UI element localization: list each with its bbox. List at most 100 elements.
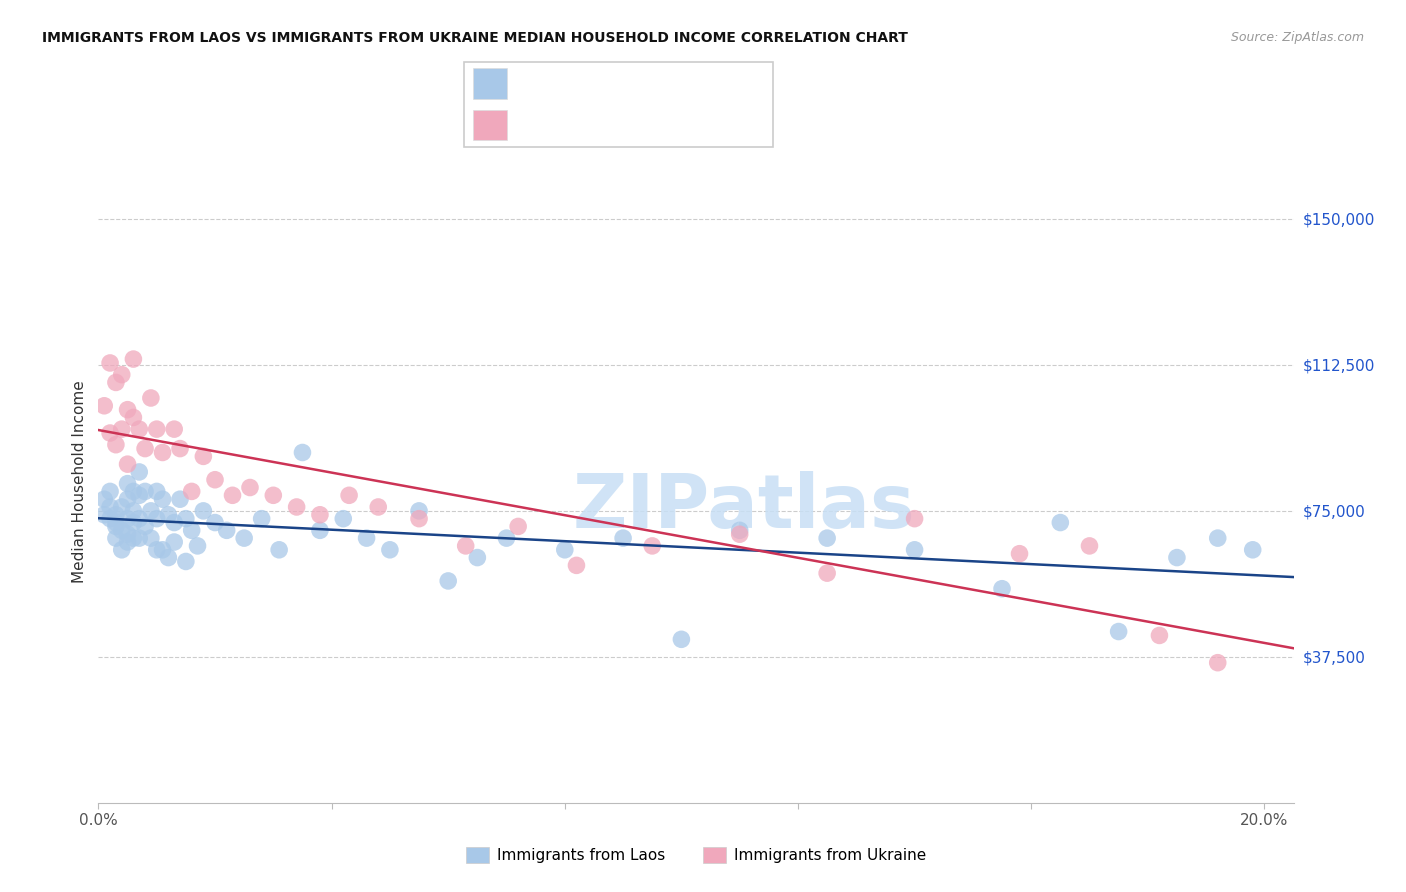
Y-axis label: Median Household Income: Median Household Income (72, 380, 87, 583)
Point (117, 535, 139, 549)
Point (134, 442, 156, 456)
Point (134, 484, 156, 499)
Point (104, 531, 127, 545)
Point (122, 531, 145, 545)
FancyBboxPatch shape (464, 62, 773, 147)
Text: R =: R = (516, 75, 553, 93)
Point (903, 511, 925, 525)
Point (215, 524, 238, 538)
Point (111, 500, 134, 514)
Point (495, 531, 517, 545)
Text: IMMIGRANTS FROM LAOS VS IMMIGRANTS FROM UKRAINE MEDIAN HOUSEHOLD INCOME CORRELAT: IMMIGRANTS FROM LAOS VS IMMIGRANTS FROM … (42, 31, 908, 45)
Point (104, 516, 127, 530)
Point (728, 527, 751, 541)
Point (163, 516, 186, 530)
Point (180, 484, 202, 499)
Point (111, 368, 134, 382)
Point (186, 539, 208, 553)
Point (239, 481, 262, 495)
Text: N =: N = (644, 116, 681, 134)
Point (139, 391, 162, 405)
Point (117, 457, 139, 471)
Point (285, 500, 308, 514)
Point (111, 542, 134, 557)
Point (145, 422, 167, 436)
Point (93, 399, 115, 413)
Point (157, 550, 180, 565)
Point (117, 402, 139, 417)
Text: 40: 40 (686, 116, 710, 134)
Point (128, 531, 150, 545)
Text: N =: N = (644, 75, 681, 93)
Point (111, 524, 134, 538)
Point (221, 488, 243, 502)
Point (233, 531, 256, 545)
Text: ZIPatlas: ZIPatlas (572, 471, 915, 544)
Point (250, 511, 273, 525)
Point (152, 542, 174, 557)
Point (145, 484, 167, 499)
Point (93, 492, 115, 507)
Point (169, 442, 191, 456)
Point (337, 488, 360, 502)
Text: -0.107: -0.107 (560, 75, 619, 93)
Point (122, 484, 145, 499)
Point (565, 558, 588, 573)
Point (378, 542, 401, 557)
Point (128, 422, 150, 436)
Point (204, 473, 226, 487)
Point (152, 445, 174, 459)
Point (104, 508, 127, 522)
Point (128, 488, 150, 502)
Point (204, 516, 226, 530)
Point (269, 542, 291, 557)
Point (169, 492, 191, 507)
Point (467, 550, 489, 565)
Point (1149, 628, 1171, 642)
Text: R =: R = (516, 116, 553, 134)
Point (1108, 624, 1130, 639)
Point (139, 531, 162, 545)
Point (728, 524, 751, 538)
Point (291, 445, 314, 459)
Point (1078, 539, 1101, 553)
Point (437, 574, 460, 588)
Point (98, 484, 121, 499)
Point (332, 511, 354, 525)
FancyBboxPatch shape (474, 110, 508, 140)
Point (903, 542, 925, 557)
Point (180, 524, 202, 538)
Legend: Immigrants from Laos, Immigrants from Ukraine: Immigrants from Laos, Immigrants from Uk… (460, 841, 932, 869)
Point (193, 450, 215, 464)
Point (104, 376, 127, 390)
Point (174, 511, 197, 525)
Point (356, 531, 378, 545)
Point (1008, 547, 1031, 561)
Text: -0.536: -0.536 (560, 116, 619, 134)
Point (104, 438, 127, 452)
Point (641, 539, 664, 553)
Point (98, 500, 121, 514)
Point (1206, 656, 1229, 670)
Point (122, 352, 145, 367)
Point (508, 519, 530, 533)
Point (98, 356, 121, 370)
Point (262, 488, 284, 502)
Point (117, 476, 139, 491)
Point (122, 516, 145, 530)
Point (612, 531, 634, 545)
Point (139, 504, 162, 518)
Point (408, 504, 430, 518)
Point (145, 542, 167, 557)
Point (1206, 531, 1229, 545)
Point (134, 519, 156, 533)
Point (145, 511, 167, 525)
Point (122, 504, 145, 518)
Point (157, 508, 180, 522)
Point (367, 500, 389, 514)
Point (163, 535, 186, 549)
Point (98, 425, 121, 440)
Point (1241, 542, 1264, 557)
Point (117, 527, 139, 541)
Point (104, 519, 127, 533)
